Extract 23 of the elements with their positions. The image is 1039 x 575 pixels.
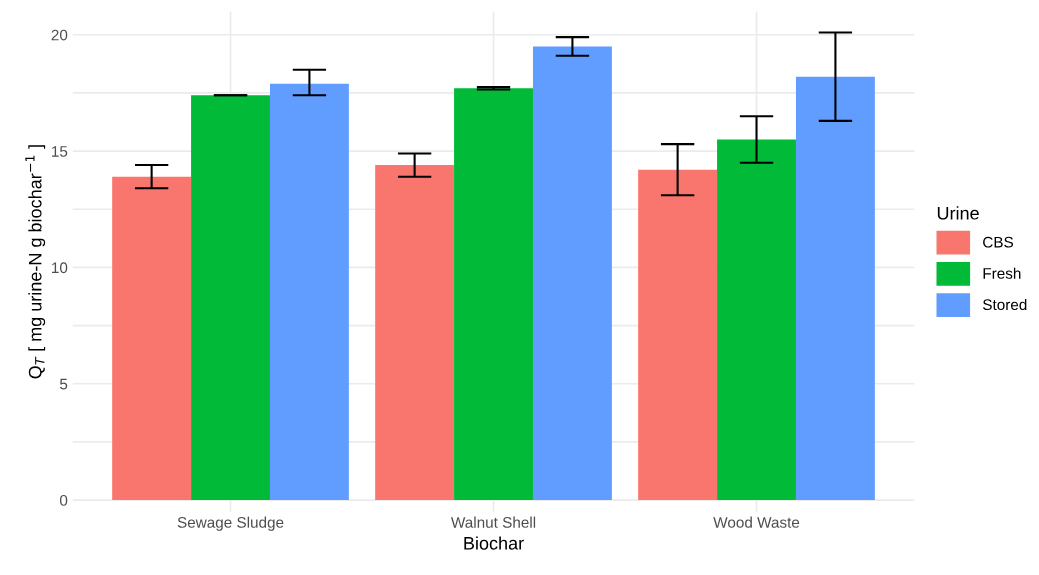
legend-title: Urine [937, 206, 979, 220]
legend-label: CBS [983, 236, 1014, 248]
y-tick-label: 15 [52, 146, 68, 157]
legend-label: Stored [983, 298, 1027, 311]
bar [532, 46, 612, 501]
x-tick-label: Sewage Sludge [177, 516, 284, 531]
bar [795, 76, 875, 501]
bar [454, 88, 533, 501]
y-tick-label: 20 [51, 29, 68, 41]
bar [717, 139, 796, 501]
bar [112, 176, 192, 501]
legend-label: Fresh [983, 267, 1021, 279]
x-tick-label: Wood Waste [713, 516, 800, 528]
y-tick-label: 5 [59, 378, 68, 390]
bar [269, 83, 349, 501]
y-tick-label: 0 [59, 494, 68, 506]
bar [638, 169, 718, 501]
bar [191, 95, 270, 501]
y-tick-label: 10 [52, 262, 68, 274]
y-axis-title: Q$_{T}$ [ mg urine-N g biochar$^{−1}$ ] [25, 145, 46, 379]
x-axis-title: Biochar [464, 536, 524, 550]
x-tick-label: Walnut Shell [451, 516, 536, 528]
bar [375, 165, 455, 501]
